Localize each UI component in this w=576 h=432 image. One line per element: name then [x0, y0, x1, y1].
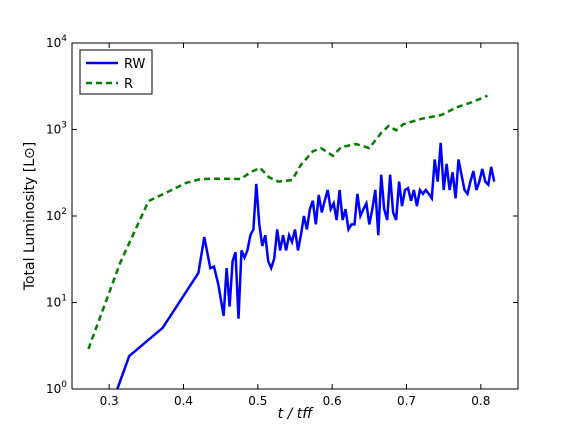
y-tick-label: 100: [46, 380, 67, 396]
legend-label: R: [124, 77, 133, 92]
x-tick-label: 0.4: [174, 394, 193, 408]
x-tick-label: 0.3: [100, 394, 119, 408]
x-tick-label: 0.7: [397, 394, 416, 408]
y-tick-label: 103: [46, 121, 67, 137]
legend-box: [79, 49, 153, 95]
y-tick-label: 104: [46, 34, 67, 50]
x-tick-label: 0.5: [248, 394, 267, 408]
x-axis-label: t / tff: [278, 406, 315, 422]
plot-area: [87, 94, 496, 389]
y-axis-label: Total Luminosity [L⊙]: [22, 142, 38, 291]
line-series: [87, 94, 488, 350]
x-tick-label: 0.6: [323, 394, 342, 408]
legend-label: RW: [124, 57, 146, 72]
x-tick-label: 0.8: [471, 394, 490, 408]
line-series: [115, 142, 496, 389]
y-tick-label: 101: [46, 294, 67, 310]
y-tick-label: 102: [46, 207, 67, 223]
